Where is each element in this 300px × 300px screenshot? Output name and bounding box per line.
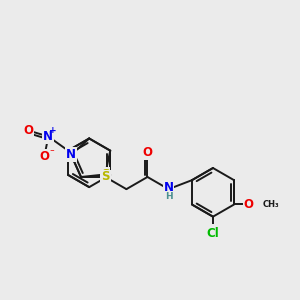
- Text: N: N: [43, 130, 53, 143]
- Text: N: N: [66, 148, 76, 161]
- Text: O: O: [142, 146, 152, 159]
- Text: Cl: Cl: [207, 227, 219, 240]
- Text: O: O: [39, 150, 49, 163]
- Text: +: +: [49, 126, 57, 135]
- Text: ⁻: ⁻: [50, 148, 54, 158]
- Text: H: H: [165, 192, 172, 201]
- Text: O: O: [23, 124, 34, 137]
- Text: S: S: [101, 168, 110, 181]
- Text: S: S: [101, 170, 110, 184]
- Text: CH₃: CH₃: [263, 200, 279, 209]
- Text: N: N: [164, 181, 173, 194]
- Text: O: O: [244, 198, 254, 211]
